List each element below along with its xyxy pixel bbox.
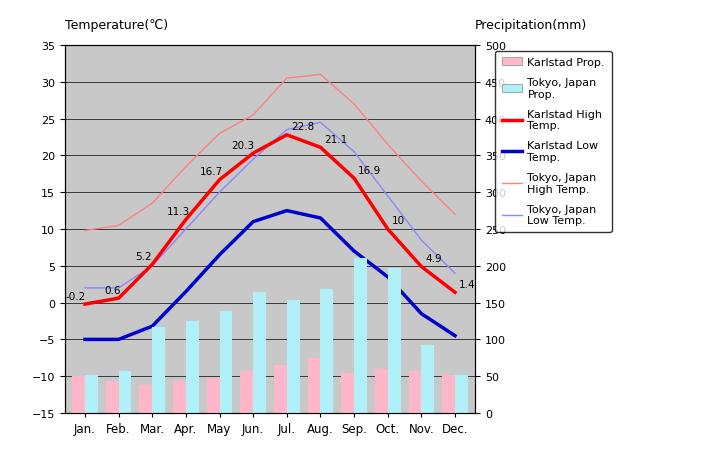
Text: 20.3: 20.3 (231, 140, 254, 150)
Tokyo, Japan High Temp. (249, 113, 258, 118)
Text: 16.7: 16.7 (200, 167, 223, 177)
Bar (240, 371, 253, 413)
Bar (408, 371, 421, 413)
Bar (140, 385, 152, 413)
Text: 1.4: 1.4 (459, 279, 476, 289)
Bar (341, 374, 354, 413)
Line: Tokyo, Japan High Temp.: Tokyo, Japan High Temp. (85, 75, 455, 231)
Bar (274, 365, 287, 413)
Tokyo, Japan High Temp. (451, 212, 459, 218)
Tokyo, Japan High Temp. (148, 201, 156, 207)
Tokyo, Japan Low Temp. (148, 263, 156, 269)
Bar (455, 375, 468, 413)
Tokyo, Japan Low Temp. (350, 150, 359, 155)
Karlstad High Temp. (417, 264, 426, 270)
Bar (388, 269, 400, 413)
Bar (152, 327, 165, 413)
Karlstad High Temp. (316, 145, 325, 151)
Line: Karlstad High Temp.: Karlstad High Temp. (85, 135, 455, 304)
Text: 11.3: 11.3 (166, 207, 189, 216)
Tokyo, Japan High Temp. (384, 142, 392, 148)
Karlstad High Temp. (451, 290, 459, 296)
Bar (253, 292, 266, 413)
Tokyo, Japan Low Temp. (316, 120, 325, 126)
Karlstad High Temp. (384, 227, 392, 232)
Bar (354, 259, 367, 413)
Bar (85, 375, 98, 413)
Tokyo, Japan High Temp. (181, 164, 190, 170)
Bar (421, 345, 434, 413)
Tokyo, Japan High Temp. (81, 228, 89, 234)
Karlstad High Temp. (148, 262, 156, 268)
Karlstad High Temp. (81, 302, 89, 307)
Bar (72, 376, 85, 413)
Tokyo, Japan High Temp. (350, 102, 359, 107)
Text: Temperature(℃): Temperature(℃) (65, 19, 168, 32)
Bar (220, 312, 233, 413)
Tokyo, Japan Low Temp. (282, 128, 291, 133)
Karlstad High Temp. (215, 178, 224, 183)
Text: 4.9: 4.9 (426, 253, 442, 263)
Karlstad High Temp. (282, 133, 291, 138)
Karlstad Low Temp. (181, 289, 190, 295)
Bar (173, 381, 186, 413)
Tokyo, Japan High Temp. (316, 73, 325, 78)
Tokyo, Japan High Temp. (417, 179, 426, 185)
Karlstad Low Temp. (114, 337, 123, 342)
Karlstad High Temp. (350, 176, 359, 182)
Karlstad Low Temp. (384, 274, 392, 280)
Tokyo, Japan Low Temp. (81, 285, 89, 291)
Karlstad High Temp. (249, 151, 258, 157)
Tokyo, Japan Low Temp. (384, 194, 392, 199)
Karlstad Low Temp. (417, 311, 426, 317)
Karlstad Low Temp. (215, 252, 224, 258)
Karlstad Low Temp. (451, 333, 459, 339)
Tokyo, Japan Low Temp. (417, 238, 426, 243)
Text: Precipitation(mm): Precipitation(mm) (475, 19, 588, 32)
Bar (442, 375, 455, 413)
Text: 21.1: 21.1 (325, 134, 348, 145)
Bar (119, 371, 132, 413)
Tokyo, Japan High Temp. (282, 76, 291, 82)
Karlstad High Temp. (114, 296, 123, 301)
Tokyo, Japan Low Temp. (181, 227, 190, 232)
Line: Karlstad Low Temp.: Karlstad Low Temp. (85, 211, 455, 340)
Text: -0.2: -0.2 (66, 291, 86, 301)
Karlstad High Temp. (181, 217, 190, 223)
Line: Tokyo, Japan Low Temp.: Tokyo, Japan Low Temp. (85, 123, 455, 288)
Tokyo, Japan High Temp. (215, 131, 224, 137)
Bar (320, 290, 333, 413)
Tokyo, Japan High Temp. (114, 223, 123, 229)
Karlstad Low Temp. (249, 219, 258, 225)
Text: 0.6: 0.6 (104, 285, 121, 295)
Text: 16.9: 16.9 (359, 165, 382, 175)
Tokyo, Japan Low Temp. (249, 157, 258, 162)
Bar (307, 358, 320, 413)
Tokyo, Japan Low Temp. (114, 285, 123, 291)
Karlstad Low Temp. (316, 216, 325, 221)
Text: 10: 10 (392, 216, 405, 226)
Karlstad Low Temp. (350, 249, 359, 254)
Tokyo, Japan Low Temp. (451, 271, 459, 276)
Karlstad Low Temp. (282, 208, 291, 214)
Bar (375, 369, 388, 413)
Karlstad Low Temp. (81, 337, 89, 342)
Text: 5.2: 5.2 (135, 251, 152, 261)
Bar (106, 381, 119, 413)
Legend: Karlstad Prop., Tokyo, Japan
Prop., Karlstad High
Temp., Karlstad Low
Temp., Tok: Karlstad Prop., Tokyo, Japan Prop., Karl… (495, 51, 611, 232)
Bar (186, 321, 199, 413)
Bar (207, 378, 220, 413)
Bar (287, 300, 300, 413)
Tokyo, Japan Low Temp. (215, 190, 224, 196)
Text: 22.8: 22.8 (291, 122, 314, 132)
Karlstad Low Temp. (148, 324, 156, 329)
